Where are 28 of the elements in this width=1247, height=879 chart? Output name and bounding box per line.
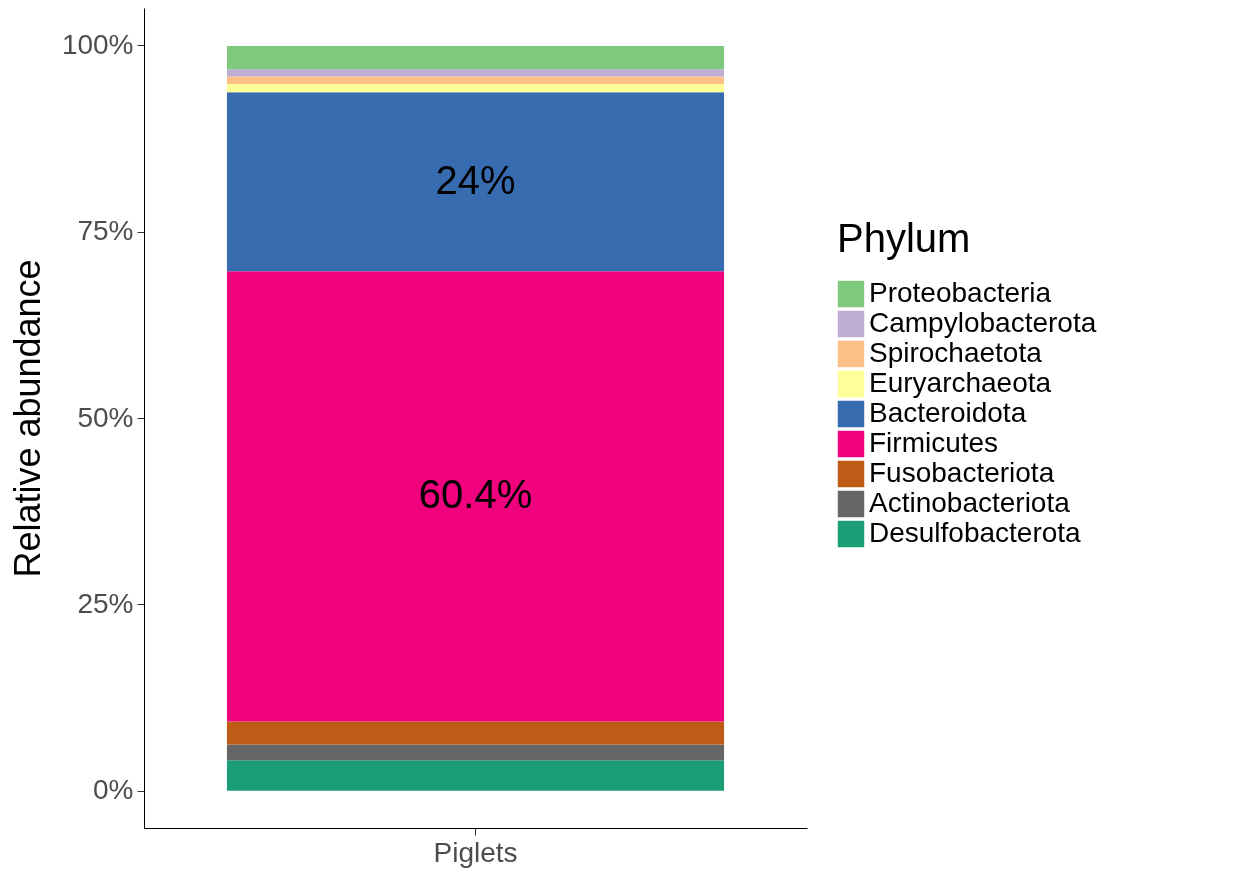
legend-label: Actinobacteriota bbox=[869, 487, 1071, 518]
bar bbox=[226, 744, 725, 761]
y-axis-title: Relative abundance bbox=[6, 259, 48, 578]
bar bbox=[226, 721, 725, 745]
y-tick-label: 50% bbox=[77, 401, 134, 433]
legend-label: Campylobacterota bbox=[869, 307, 1097, 338]
legend-label: Bacteroidota bbox=[869, 397, 1027, 428]
legend-label: Fusobacteriota bbox=[869, 457, 1055, 488]
x-tick-label: Piglets bbox=[433, 836, 518, 868]
bar bbox=[226, 84, 725, 93]
legend-title: Phylum bbox=[837, 216, 971, 260]
bar bbox=[226, 760, 725, 791]
bar bbox=[226, 69, 725, 77]
bar bbox=[226, 46, 725, 70]
bar bbox=[226, 271, 725, 722]
data-label: 60.4% bbox=[418, 472, 533, 517]
legend-label: Desulfobacterota bbox=[869, 517, 1082, 548]
bar bbox=[226, 76, 725, 85]
data-label: 24% bbox=[435, 157, 516, 202]
bar bbox=[226, 92, 725, 272]
legend-label: Firmicutes bbox=[869, 427, 999, 458]
y-tick-label: 75% bbox=[77, 215, 134, 247]
legend-label: Spirochaetota bbox=[869, 337, 1043, 368]
y-tick-label: 100% bbox=[61, 28, 134, 60]
legend-label: Euryarchaeota bbox=[869, 367, 1052, 398]
y-tick-label: 0% bbox=[93, 774, 134, 806]
y-tick-label: 25% bbox=[77, 587, 134, 619]
legend-label: Proteobacteria bbox=[869, 277, 1052, 308]
